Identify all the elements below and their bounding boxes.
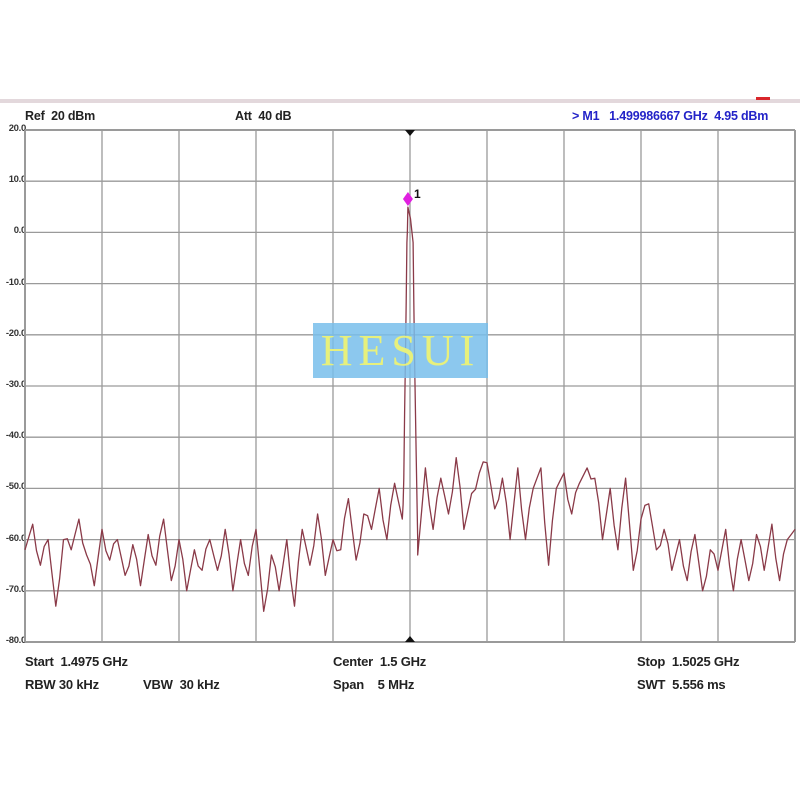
y-tick-label: -50.0: [5, 481, 26, 493]
ref-label: Ref: [25, 109, 45, 123]
y-tick-label: -80.0: [5, 635, 26, 646]
att-label: Att: [235, 109, 252, 123]
marker-diamond-icon: [402, 192, 413, 207]
ref-value: 20 dBm: [51, 109, 96, 123]
watermark: HESUI: [313, 323, 488, 378]
marker-number: 1: [414, 187, 421, 201]
window-top-band: [0, 99, 800, 103]
stop-value: 1.5025 GHz: [671, 654, 740, 669]
start-label: Start: [25, 654, 54, 669]
marker-readout: > M1 1.499986667 GHz 4.95 dBm: [572, 109, 768, 123]
attenuation: Att 40 dB: [235, 109, 292, 123]
y-tick-label: -70.0: [5, 583, 26, 595]
y-tick-label: 0.0: [13, 225, 27, 237]
y-tick-label: -20.0: [5, 327, 26, 339]
center-value: 1.5 GHz: [379, 654, 427, 669]
center-marker-top-icon: [405, 130, 415, 136]
y-tick-label: -40.0: [5, 430, 26, 442]
span-value: 5 MHz: [377, 677, 415, 692]
swt-value: 5.556 ms: [672, 677, 726, 692]
y-tick-label: -60.0: [5, 532, 26, 544]
start-value: 1.4975 GHz: [60, 654, 128, 669]
spectrum-trace: [24, 206, 796, 612]
status-indicator: [756, 97, 770, 100]
swt-label: SWT: [637, 677, 666, 692]
y-tick-label: 10.0: [8, 174, 27, 186]
marker-level: 4.95 dBm: [714, 109, 769, 123]
center-label: Center: [333, 654, 373, 669]
center-frequency: Center 1.5 GHz: [333, 654, 426, 669]
y-tick-label: -30.0: [5, 379, 26, 390]
marker-frequency: 1.499986667 GHz: [609, 109, 708, 123]
att-value: 40 dB: [258, 109, 292, 123]
stop-frequency: Stop 1.5025 GHz: [637, 654, 739, 669]
ref-level: Ref 20 dBm: [25, 109, 95, 123]
marker-label: > M1: [572, 109, 600, 123]
vbw-value: 30 kHz: [179, 677, 220, 692]
vbw: VBW 30 kHz: [143, 677, 220, 692]
rbw-label: RBW: [25, 677, 56, 692]
sweep-time: SWT 5.556 ms: [637, 677, 726, 692]
rbw: RBW 30 kHz: [25, 677, 99, 692]
stop-label: Stop: [637, 654, 666, 669]
span: Span 5 MHz: [333, 677, 414, 692]
span-label: Span: [333, 677, 364, 692]
y-tick-label: -10.0: [5, 276, 26, 288]
rbw-value: 30 kHz: [58, 677, 99, 692]
center-marker-bottom-icon: [405, 636, 415, 642]
vbw-label: VBW: [143, 677, 173, 692]
y-tick-label: 20.0: [8, 123, 27, 134]
start-frequency: Start 1.4975 GHz: [25, 654, 128, 669]
